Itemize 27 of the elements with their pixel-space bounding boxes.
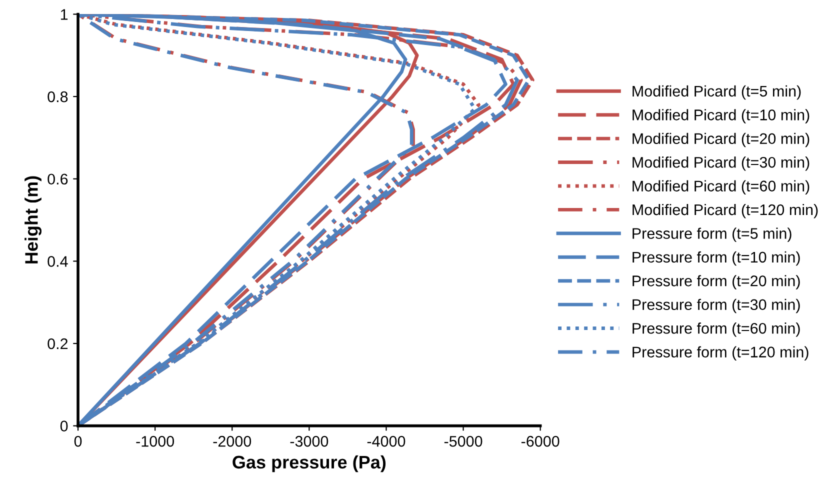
y-tick-label: 0 (60, 420, 68, 432)
x-tick-label: -1000 (136, 436, 174, 447)
y-tick-label: 0.2 (48, 338, 68, 350)
y-tick-label: 0.6 (48, 174, 68, 185)
legend-label: Pressure form (t=120 min) (632, 346, 808, 360)
x-axis-title: Gas pressure (Pa) (232, 455, 386, 472)
legend-label: Pressure form (t=5 min) (632, 228, 792, 242)
legend-label: Modified Picard (t=60 min) (632, 180, 810, 194)
legend-label: Modified Picard (t=5 min) (632, 85, 801, 100)
legend-label: Pressure form (t=30 min) (632, 298, 800, 314)
legend-label: Pressure form (t=20 min) (632, 275, 800, 290)
y-tick-label: 0.4 (48, 256, 68, 267)
legend-label: Modified Picard (t=20 min) (632, 132, 810, 148)
legend-label: Modified Picard (t=10 min) (632, 109, 810, 124)
y-tick-label: 1 (60, 9, 68, 20)
x-tick-label: -2000 (213, 436, 252, 447)
y-tick-label: 0.8 (48, 91, 68, 102)
legend-label: Pressure form (t=10 min) (632, 251, 800, 266)
x-tick-label: -4000 (367, 436, 406, 447)
x-tick-label: -6000 (521, 436, 560, 447)
x-tick-label: -3000 (290, 436, 328, 447)
legend-label: Pressure form (t=60 min) (632, 322, 800, 337)
y-axis-title: Height (m) (24, 176, 42, 264)
legend-label: Modified Picard (t=30 min) (632, 156, 810, 171)
x-tick-label: -5000 (444, 436, 482, 447)
legend-label: Modified Picard (t=120 min) (632, 204, 818, 218)
x-tick-label: 0 (74, 436, 82, 447)
